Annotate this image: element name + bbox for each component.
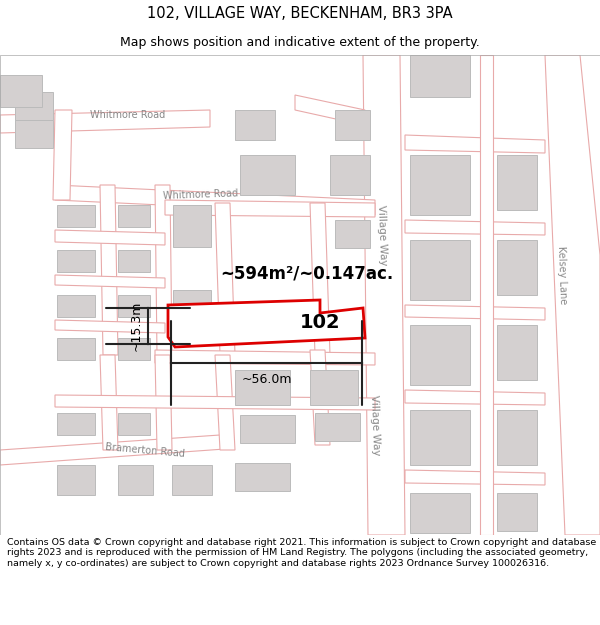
Polygon shape xyxy=(405,390,545,405)
Polygon shape xyxy=(405,220,545,235)
Polygon shape xyxy=(215,355,235,450)
Bar xyxy=(0,75,42,107)
Polygon shape xyxy=(405,470,545,485)
Bar xyxy=(118,205,150,227)
Polygon shape xyxy=(55,395,375,410)
Polygon shape xyxy=(480,55,493,535)
Polygon shape xyxy=(545,55,600,535)
Bar xyxy=(335,220,370,248)
Bar xyxy=(497,325,537,380)
Text: 102, VILLAGE WAY, BECKENHAM, BR3 3PA: 102, VILLAGE WAY, BECKENHAM, BR3 3PA xyxy=(147,6,453,21)
Polygon shape xyxy=(363,55,405,535)
Bar xyxy=(173,290,211,332)
Bar xyxy=(118,413,150,435)
Bar xyxy=(335,110,370,140)
Text: ~56.0m: ~56.0m xyxy=(241,373,292,386)
Polygon shape xyxy=(55,275,165,288)
Text: Kelsey Lane: Kelsey Lane xyxy=(556,246,568,304)
Bar xyxy=(240,155,295,195)
Bar xyxy=(315,413,360,441)
Polygon shape xyxy=(53,110,72,200)
Polygon shape xyxy=(0,435,225,465)
Bar xyxy=(118,295,150,317)
Polygon shape xyxy=(295,95,365,125)
Bar xyxy=(57,205,95,227)
Bar xyxy=(118,338,150,360)
Bar xyxy=(330,155,370,195)
Polygon shape xyxy=(215,203,235,355)
Bar xyxy=(15,92,53,120)
Polygon shape xyxy=(155,185,172,355)
Bar xyxy=(57,465,95,495)
Polygon shape xyxy=(0,110,210,133)
Bar xyxy=(410,155,470,215)
Bar xyxy=(497,240,537,295)
Bar xyxy=(172,465,212,495)
Polygon shape xyxy=(55,230,165,245)
Text: ~15.3m: ~15.3m xyxy=(130,301,143,351)
Bar xyxy=(57,250,95,272)
Polygon shape xyxy=(405,305,545,320)
Bar xyxy=(310,370,358,405)
Text: Whitmore Road: Whitmore Road xyxy=(90,110,165,120)
Bar xyxy=(235,463,290,491)
Bar xyxy=(235,110,275,140)
Bar xyxy=(240,415,295,443)
Bar xyxy=(410,410,470,465)
Bar xyxy=(410,240,470,300)
Text: Village Way: Village Way xyxy=(376,204,388,266)
Bar xyxy=(173,205,211,247)
Bar xyxy=(235,370,290,405)
Bar xyxy=(497,493,537,531)
Bar xyxy=(118,465,153,495)
Bar xyxy=(497,410,537,465)
Text: ~594m²/~0.147ac.: ~594m²/~0.147ac. xyxy=(220,265,393,283)
Polygon shape xyxy=(100,355,118,450)
Text: Map shows position and indicative extent of the property.: Map shows position and indicative extent… xyxy=(120,36,480,49)
Bar xyxy=(410,55,470,97)
Bar xyxy=(15,120,53,148)
Bar xyxy=(57,338,95,360)
Bar xyxy=(497,155,537,210)
Polygon shape xyxy=(155,350,375,365)
Polygon shape xyxy=(100,185,118,355)
Text: Contains OS data © Crown copyright and database right 2021. This information is : Contains OS data © Crown copyright and d… xyxy=(7,538,596,568)
Polygon shape xyxy=(310,350,330,445)
Text: Bramerton Road: Bramerton Road xyxy=(105,441,185,459)
Bar xyxy=(57,295,95,317)
Text: Whitmore Road: Whitmore Road xyxy=(162,189,238,201)
Polygon shape xyxy=(168,300,365,347)
Polygon shape xyxy=(310,203,330,355)
Polygon shape xyxy=(155,355,172,450)
Text: 102: 102 xyxy=(299,314,340,332)
Polygon shape xyxy=(55,185,375,215)
Polygon shape xyxy=(165,200,375,217)
Text: Village Way: Village Way xyxy=(369,394,381,456)
Polygon shape xyxy=(405,135,545,153)
Bar xyxy=(118,250,150,272)
Bar xyxy=(410,493,470,533)
Bar xyxy=(410,325,470,385)
Bar xyxy=(57,413,95,435)
Polygon shape xyxy=(55,320,165,333)
